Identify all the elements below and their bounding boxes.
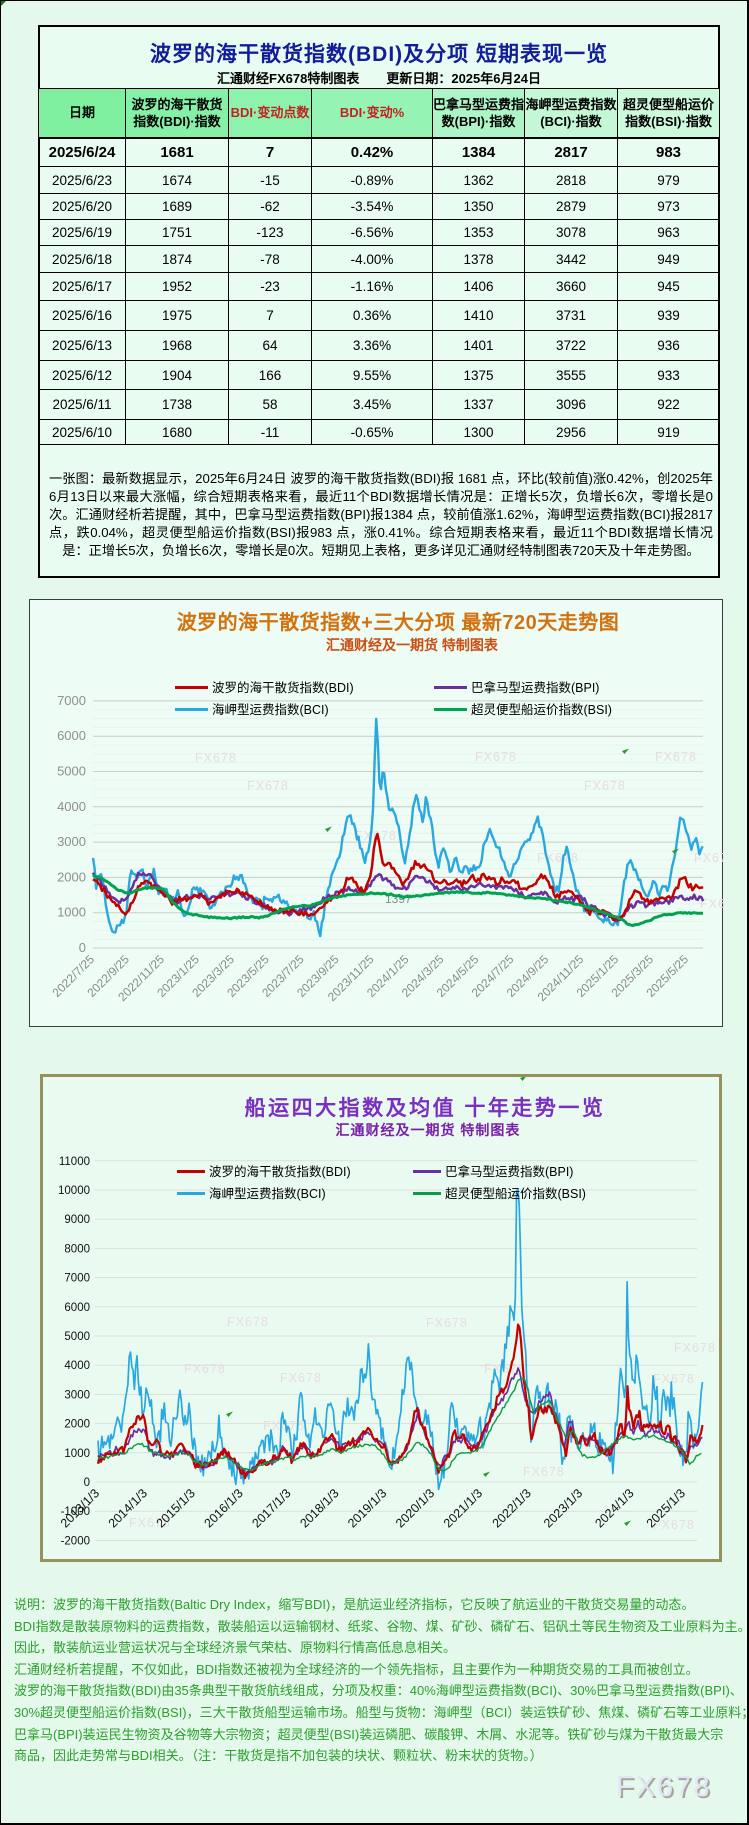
svg-text:FX678: FX678	[263, 1419, 305, 1433]
svg-text:2019/1/3: 2019/1/3	[345, 1486, 389, 1530]
svg-text:-2000: -2000	[61, 1535, 90, 1547]
svg-text:4000: 4000	[57, 799, 86, 814]
svg-text:2000: 2000	[64, 1419, 90, 1431]
svg-text:0: 0	[79, 940, 86, 955]
svg-text:FX678: FX678	[227, 1315, 269, 1329]
svg-text:2017/1/3: 2017/1/3	[249, 1486, 293, 1530]
svg-text:7000: 7000	[57, 693, 86, 708]
svg-text:11000: 11000	[59, 1156, 90, 1168]
svg-text:2016/1/3: 2016/1/3	[202, 1486, 246, 1530]
svg-text:FX678: FX678	[523, 1465, 565, 1479]
svg-text:FX678: FX678	[247, 779, 289, 793]
svg-text:9000: 9000	[64, 1214, 90, 1226]
svg-text:FX678: FX678	[653, 1372, 695, 1386]
svg-text:FX678: FX678	[700, 897, 724, 911]
svg-text:8000: 8000	[64, 1243, 90, 1255]
svg-text:FX678: FX678	[129, 1516, 171, 1530]
svg-text:2020/1/3: 2020/1/3	[393, 1486, 437, 1530]
svg-text:3000: 3000	[57, 834, 86, 849]
svg-text:FX678: FX678	[584, 779, 626, 793]
svg-text:2000: 2000	[57, 869, 86, 884]
svg-text:FX678: FX678	[280, 1371, 322, 1385]
svg-text:FX678: FX678	[184, 1362, 226, 1376]
svg-text:1000: 1000	[57, 905, 86, 920]
svg-text:-1000: -1000	[61, 1506, 90, 1518]
svg-text:2022/1/3: 2022/1/3	[490, 1486, 534, 1530]
svg-text:5000: 5000	[57, 764, 86, 779]
svg-text:3000: 3000	[64, 1389, 90, 1401]
svg-text:FX678: FX678	[653, 1518, 695, 1532]
svg-text:2023/1/3: 2023/1/3	[541, 1486, 585, 1530]
svg-text:4000: 4000	[64, 1360, 90, 1372]
svg-text:2018/1/3: 2018/1/3	[297, 1486, 341, 1530]
svg-text:FX678: FX678	[674, 1341, 716, 1355]
svg-text:FX678: FX678	[694, 851, 724, 865]
svg-text:2024/1/3: 2024/1/3	[592, 1486, 636, 1530]
svg-text:2021/1/3: 2021/1/3	[441, 1486, 485, 1530]
svg-text:10000: 10000	[58, 1185, 90, 1197]
svg-text:7000: 7000	[64, 1273, 90, 1285]
svg-text:FX678: FX678	[426, 1316, 468, 1330]
svg-text:5000: 5000	[64, 1331, 90, 1343]
svg-text:FX678: FX678	[537, 851, 579, 865]
svg-text:6000: 6000	[64, 1302, 90, 1314]
svg-text:1000: 1000	[64, 1448, 90, 1460]
svg-text:0: 0	[84, 1477, 90, 1489]
svg-text:FX678: FX678	[655, 750, 697, 764]
svg-text:2015/1/3: 2015/1/3	[154, 1486, 198, 1530]
svg-text:FX678: FX678	[475, 750, 517, 764]
svg-text:6000: 6000	[57, 728, 86, 743]
svg-text:FX678: FX678	[195, 751, 237, 765]
